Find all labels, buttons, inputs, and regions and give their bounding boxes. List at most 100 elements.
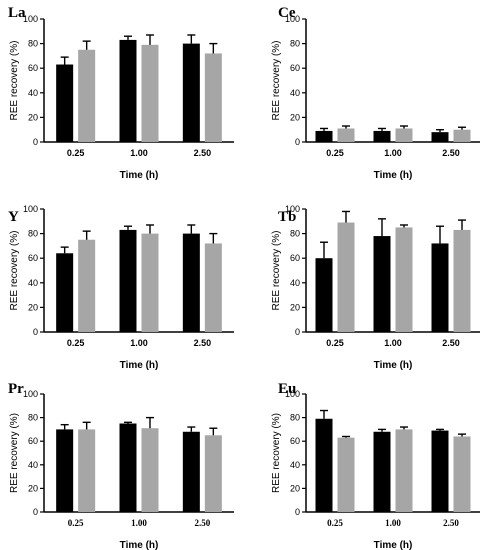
x-tick-label: 1.00 xyxy=(384,338,402,348)
y-tick-label: 40 xyxy=(28,460,38,470)
bar-series-1 xyxy=(182,431,200,512)
bar-series-1 xyxy=(56,253,74,332)
bar-series-1 xyxy=(315,258,333,332)
bar-series-1 xyxy=(119,39,137,142)
x-axis-label: Time (h) xyxy=(374,170,413,181)
y-tick-label: 80 xyxy=(290,413,300,423)
y-tick-label: 80 xyxy=(290,229,300,239)
bar-series-1 xyxy=(119,229,137,332)
x-tick-label: 0.25 xyxy=(327,518,343,528)
x-axis-label: Time (h) xyxy=(374,360,413,371)
x-axis-label: Time (h) xyxy=(120,170,159,181)
panel-title: Pr xyxy=(8,381,24,397)
y-tick-label: 60 xyxy=(28,63,38,73)
bar-series-2 xyxy=(204,435,222,512)
bar-series-1 xyxy=(431,430,449,512)
y-tick-label: 40 xyxy=(290,88,300,98)
y-tick-label: 100 xyxy=(285,204,300,214)
panel-tb: Tb 0 20 40 60 80 100 REE recovery (%) 0.25 1.00 2.… xyxy=(271,204,480,371)
y-axis-label: REE recovery (%) xyxy=(271,230,282,310)
y-tick-label: 20 xyxy=(290,302,300,312)
x-tick-label: 2.50 xyxy=(194,148,212,158)
bar-series-2 xyxy=(141,233,159,332)
y-tick-label: 80 xyxy=(28,229,38,239)
y-tick-label: 60 xyxy=(290,436,300,446)
bar-series-2 xyxy=(78,429,96,512)
y-axis-label: REE recovery (%) xyxy=(9,230,20,310)
y-tick-label: 100 xyxy=(23,389,38,399)
y-axis-label: REE recovery (%) xyxy=(9,40,20,120)
bar-series-2 xyxy=(78,239,96,332)
y-tick-label: 60 xyxy=(290,63,300,73)
x-tick-label: 0.25 xyxy=(67,148,85,158)
y-tick-label: 60 xyxy=(290,253,300,263)
y-tick-label: 40 xyxy=(290,278,300,288)
bar-series-1 xyxy=(182,43,200,142)
y-tick-label: 0 xyxy=(295,137,300,147)
bar-series-1 xyxy=(431,132,449,142)
y-tick-label: 80 xyxy=(290,39,300,49)
y-axis-label: REE recovery (%) xyxy=(271,40,282,120)
y-axis-label: REE recovery (%) xyxy=(9,413,20,493)
panel-title: La xyxy=(8,5,26,21)
x-tick-label: 2.50 xyxy=(194,518,210,528)
x-tick-label: 1.00 xyxy=(130,148,148,158)
x-axis-label: Time (h) xyxy=(120,360,159,371)
x-tick-label: 2.50 xyxy=(443,518,459,528)
panel-title: Tb xyxy=(278,209,296,225)
bar-series-2 xyxy=(395,227,413,332)
y-tick-label: 100 xyxy=(285,14,300,24)
bar-series-2 xyxy=(204,243,222,332)
y-tick-label: 20 xyxy=(28,302,38,312)
x-tick-label: 0.25 xyxy=(326,148,344,158)
bar-series-1 xyxy=(373,236,391,332)
panel-ce: Ce 0 20 40 60 80 100 REE recovery (%) 0.25 1.00 2.… xyxy=(271,5,480,181)
bar-series-1 xyxy=(315,130,333,142)
panel-title: Ce xyxy=(278,5,296,21)
y-tick-label: 60 xyxy=(28,436,38,446)
y-tick-label: 0 xyxy=(33,507,38,517)
panel-pr: Pr 0 20 40 60 80 100 REE recovery (%) 0.25 1.00 2.… xyxy=(8,381,234,550)
bar-series-1 xyxy=(373,431,391,512)
x-tick-label: 0.25 xyxy=(67,338,85,348)
bar-series-2 xyxy=(141,44,159,142)
panel-la: La 0 20 40 60 80 100 REE recovery (%) 0.25 1.00 2.… xyxy=(8,5,234,181)
panel-y: Y 0 20 40 60 80 100 REE recovery (%) 0.25 1.00 2.5… xyxy=(8,204,234,371)
bar-series-2 xyxy=(141,428,159,512)
y-tick-label: 40 xyxy=(28,278,38,288)
bar-series-2 xyxy=(395,128,413,142)
x-tick-label: 2.50 xyxy=(194,338,212,348)
x-tick-label: 2.50 xyxy=(442,338,460,348)
y-tick-label: 40 xyxy=(290,460,300,470)
x-tick-label: 0.25 xyxy=(326,338,344,348)
bar-series-2 xyxy=(395,429,413,512)
y-tick-label: 100 xyxy=(23,14,38,24)
y-tick-label: 80 xyxy=(28,39,38,49)
y-tick-label: 20 xyxy=(28,483,38,493)
bar-series-2 xyxy=(78,49,96,142)
bar-series-1 xyxy=(373,130,391,142)
y-tick-label: 60 xyxy=(28,253,38,263)
x-tick-label: 2.50 xyxy=(442,148,460,158)
bar-series-2 xyxy=(337,128,355,142)
y-tick-label: 100 xyxy=(285,389,300,399)
y-tick-label: 100 xyxy=(23,204,38,214)
x-axis-label: Time (h) xyxy=(374,540,413,550)
bar-series-2 xyxy=(337,222,355,332)
y-tick-label: 20 xyxy=(290,112,300,122)
y-tick-label: 20 xyxy=(28,112,38,122)
bar-series-1 xyxy=(56,429,74,512)
x-tick-label: 1.00 xyxy=(131,518,147,528)
bar-series-2 xyxy=(337,437,355,512)
y-tick-label: 80 xyxy=(28,413,38,423)
x-axis-label: Time (h) xyxy=(120,540,159,550)
y-tick-label: 0 xyxy=(295,327,300,337)
bar-series-2 xyxy=(204,53,222,142)
bar-series-2 xyxy=(453,436,471,512)
y-tick-label: 0 xyxy=(33,327,38,337)
bar-series-1 xyxy=(182,233,200,332)
y-axis-label: REE recovery (%) xyxy=(271,413,282,493)
x-tick-label: 1.00 xyxy=(130,338,148,348)
bar-series-1 xyxy=(315,418,333,512)
